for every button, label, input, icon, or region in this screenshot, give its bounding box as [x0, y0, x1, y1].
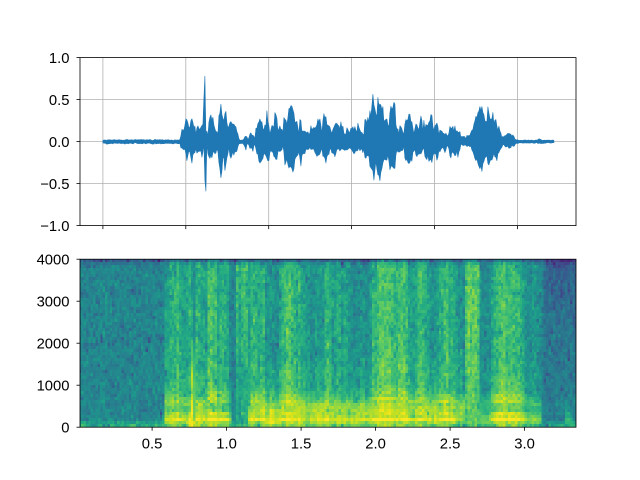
svg-text:0.0: 0.0	[49, 135, 70, 151]
svg-text:2000: 2000	[37, 337, 70, 353]
svg-text:2.0: 2.0	[365, 436, 386, 452]
svg-text:3000: 3000	[37, 295, 70, 311]
svg-text:2.5: 2.5	[440, 436, 461, 452]
svg-text:0.5: 0.5	[142, 436, 163, 452]
svg-text:0.5: 0.5	[49, 93, 70, 109]
svg-text:4000: 4000	[37, 253, 70, 269]
svg-text:−0.5: −0.5	[40, 177, 69, 193]
svg-text:−1.0: −1.0	[40, 219, 69, 235]
svg-text:1000: 1000	[37, 379, 70, 395]
svg-text:3.0: 3.0	[514, 436, 535, 452]
svg-text:1.0: 1.0	[216, 436, 237, 452]
svg-text:1.5: 1.5	[291, 436, 312, 452]
svg-text:1.0: 1.0	[49, 51, 70, 67]
svg-text:0: 0	[61, 421, 69, 437]
